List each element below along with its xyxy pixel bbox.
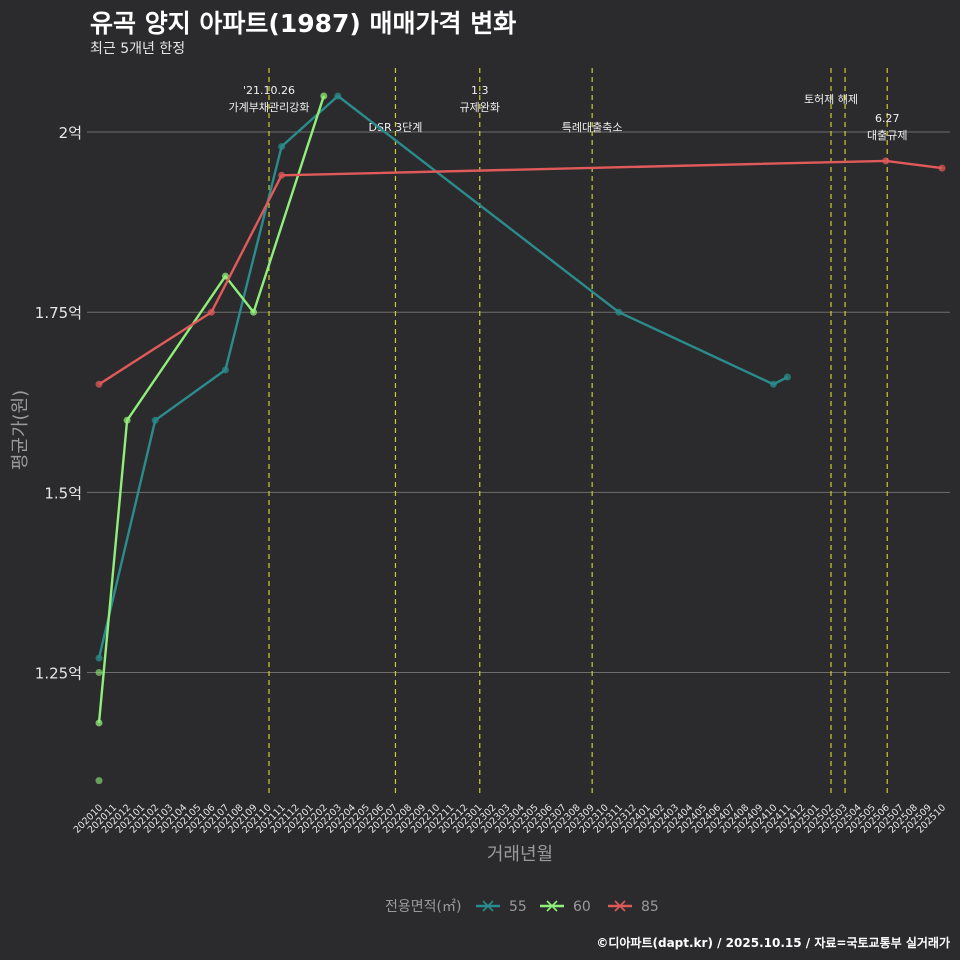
- x-axis-title: 거래년월: [487, 844, 553, 865]
- data-point-60: [123, 416, 131, 424]
- data-point-60: [95, 719, 103, 727]
- data-point-55: [783, 373, 791, 381]
- data-point-55: [769, 380, 777, 388]
- series-line-85: [98, 159, 943, 386]
- data-point-85: [938, 164, 946, 172]
- data-point-55: [334, 92, 342, 100]
- event-label: 토허제 해제: [804, 92, 858, 106]
- legend-marker-85: [614, 900, 626, 912]
- series-line-55: [97, 94, 789, 659]
- data-point-60: [320, 92, 328, 100]
- legend-label-60: 60: [573, 899, 591, 915]
- legend-marker-60: [546, 900, 558, 912]
- legend-marker-55: [482, 900, 494, 912]
- data-point-55: [151, 416, 159, 424]
- legend-label-55: 55: [509, 899, 527, 915]
- data-point-85: [882, 157, 890, 165]
- data-point-55: [615, 308, 623, 316]
- data-point-60: [250, 308, 258, 316]
- grid-layer: [87, 131, 950, 673]
- chart-subtitle: 최근 5개년 한정: [90, 41, 186, 57]
- event-label: 6.27: [875, 112, 900, 125]
- event-label: DSR 3단계: [369, 121, 423, 134]
- axis-layer: 1.25억1.5억1.75억2억202010202011202012202101…: [10, 124, 948, 865]
- event-label: 규제완화: [460, 101, 500, 114]
- data-point-60: [95, 777, 103, 785]
- data-point-85: [207, 308, 215, 316]
- source-caption: ©디아파트(dapt.kr) / 2025.10.15 / 자료=국토교통부 실…: [596, 936, 950, 950]
- event-label: 대출규제: [867, 129, 907, 142]
- y-tick-label: 1.5억: [44, 484, 82, 502]
- data-point-85: [278, 171, 286, 179]
- series-line-60: [97, 95, 325, 724]
- data-point-55: [278, 142, 286, 150]
- y-axis-title: 평균가(원): [10, 390, 31, 470]
- legend: 전용면적(㎡) 55 60 85: [385, 899, 659, 915]
- event-label: 특례대출축소: [562, 121, 623, 134]
- event-label: '21.10.26: [243, 84, 295, 97]
- data-point-85: [95, 380, 103, 388]
- legend-title: 전용면적(㎡): [385, 899, 461, 915]
- data-point-55: [221, 366, 229, 374]
- event-label: 가계부채관리강화: [229, 101, 310, 114]
- y-tick-label: 1.75억: [35, 304, 82, 322]
- chart-title: 유곡 양지 아파트(1987) 매매가격 변화: [90, 9, 517, 38]
- data-point-60: [95, 669, 103, 676]
- data-point-60: [221, 272, 229, 280]
- data-point-55: [95, 654, 103, 662]
- y-tick-label: 1.25억: [35, 665, 82, 683]
- y-tick-label: 2억: [59, 124, 82, 142]
- legend-label-85: 85: [641, 899, 659, 915]
- series-layer: [95, 92, 946, 785]
- event-label: 1.3: [471, 84, 489, 97]
